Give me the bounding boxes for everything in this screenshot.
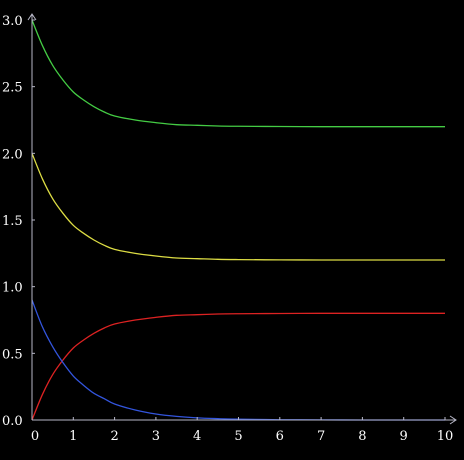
series-line-1: [31, 19, 445, 128]
x-tick-label: 4: [193, 429, 201, 444]
x-tick-label: 3: [152, 429, 160, 444]
x-axis-arrow-icon: [449, 415, 457, 425]
series-line-2: [31, 153, 445, 261]
x-tick-label: 7: [317, 429, 325, 444]
ticks-layer: 0 1 2 3 4 5 6 7 8 9 10 0.0 0.5 1.0 1.5 2.0 2.5 3.0: [2, 14, 453, 444]
x-tick-label: 9: [400, 429, 408, 444]
x-tick-label: 0: [31, 429, 39, 444]
x-tick-label: 10: [437, 429, 454, 444]
x-tick-label: 6: [276, 429, 284, 444]
series-line-4: [31, 299, 445, 421]
y-tick-label: 1.5: [2, 214, 23, 229]
y-tick-label: 2.0: [2, 147, 23, 162]
y-tick-label: 0.5: [2, 347, 23, 362]
y-tick-label: 0.0: [2, 414, 23, 429]
series-line-3: [31, 312, 445, 421]
y-tick-label: 1.0: [2, 281, 23, 296]
axes-layer: [27, 13, 457, 425]
y-tick-label: 2.5: [2, 81, 23, 96]
x-tick-label: 2: [110, 429, 118, 444]
x-tick-label: 1: [69, 429, 77, 444]
x-tick-label: 5: [234, 429, 242, 444]
y-axis-arrow-icon: [27, 13, 37, 21]
x-tick-label: 8: [358, 429, 366, 444]
series-layer: [31, 19, 445, 421]
y-tick-label: 3.0: [2, 14, 23, 29]
